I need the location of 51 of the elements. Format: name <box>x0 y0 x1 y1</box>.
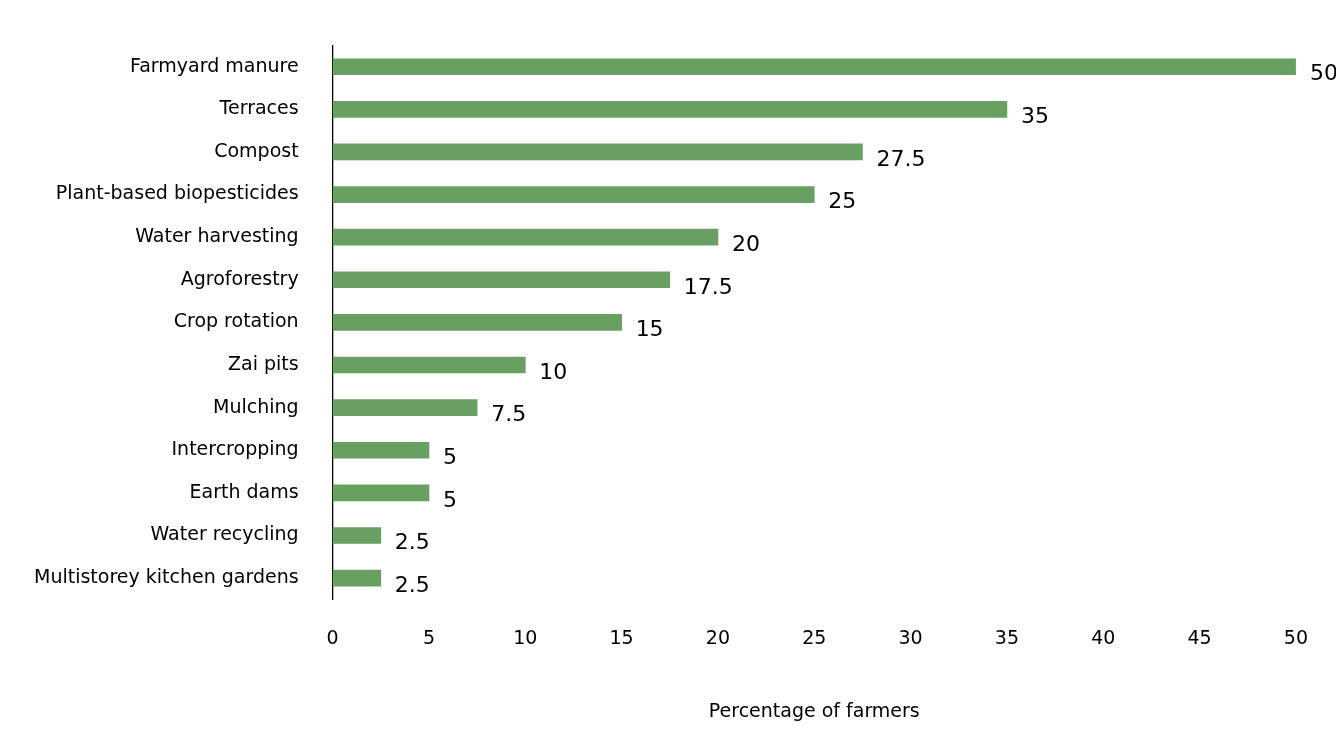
y-tick-label: Multistorey kitchen gardens <box>33 565 299 588</box>
data-label: 15 <box>635 316 664 342</box>
y-tick-label: Zai pits <box>227 351 299 374</box>
bar <box>332 100 1008 118</box>
bar <box>332 186 815 203</box>
data-label: 5 <box>442 443 457 469</box>
y-tick-label: Plant-based biopesticides <box>55 181 299 204</box>
y-tick-label: Farmyard manure <box>130 53 299 76</box>
data-label: 5 <box>442 486 457 512</box>
x-tick-label: 0 <box>326 625 339 648</box>
x-tick-label: 15 <box>609 625 634 648</box>
y-tick-label: Compost <box>214 138 299 161</box>
bar <box>332 271 671 289</box>
y-tick-label: Agroforestry <box>180 266 299 289</box>
x-tick-label: 5 <box>422 625 436 648</box>
data-label: 17.5 <box>683 273 733 299</box>
bar <box>332 58 1296 76</box>
y-tick-label: Water recycling <box>150 522 299 545</box>
bar <box>332 441 430 459</box>
y-tick-label: Mulching <box>213 394 299 417</box>
y-tick-label: Earth dams <box>189 479 299 502</box>
bar <box>332 569 382 587</box>
bar <box>332 356 526 374</box>
data-label: 50 <box>1309 60 1336 86</box>
data-label: 7.5 <box>491 401 527 427</box>
data-label: 35 <box>1020 103 1049 129</box>
x-tick-label: 30 <box>898 625 923 648</box>
y-tick-label: Water harvesting <box>135 224 299 247</box>
data-label: 25 <box>828 188 857 214</box>
x-tick-label: 40 <box>1091 625 1116 648</box>
x-tick-label: 45 <box>1187 625 1212 648</box>
data-label: 27.5 <box>876 145 926 171</box>
x-axis-title: Percentage of farmers <box>708 698 920 721</box>
x-tick-label: 10 <box>513 625 538 648</box>
bar <box>332 314 622 331</box>
x-tick-label: 25 <box>802 625 827 648</box>
bar <box>332 399 478 416</box>
data-label: 10 <box>539 358 568 384</box>
data-label: 20 <box>731 230 760 256</box>
bar <box>332 484 430 502</box>
x-tick-label: 50 <box>1283 625 1309 648</box>
y-tick-label: Intercropping <box>171 437 299 460</box>
x-tick-label: 20 <box>705 625 731 648</box>
data-label: 2.5 <box>394 529 430 555</box>
bar <box>332 143 863 161</box>
data-label: 2.5 <box>394 571 430 597</box>
bar <box>332 228 719 246</box>
x-tick-label: 35 <box>994 625 1020 648</box>
y-tick-label: Crop rotation <box>173 309 299 332</box>
bar <box>332 527 382 544</box>
y-tick-label: Terraces <box>218 96 299 119</box>
